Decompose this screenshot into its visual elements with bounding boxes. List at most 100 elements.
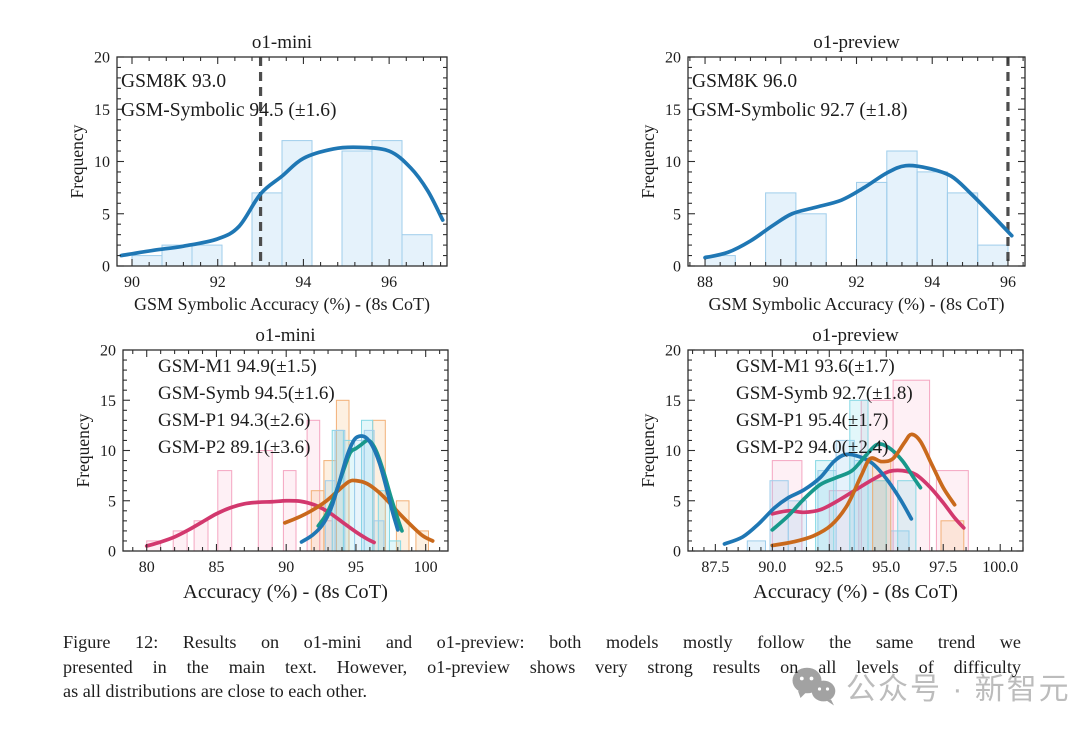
hist-bar-GSM-Symbolic	[916, 171, 948, 267]
hist-bar-GSM-Symbolic	[131, 255, 163, 267]
x-tick-label: 90	[124, 274, 140, 291]
x-axis-label: GSM Symbolic Accuracy (%) - (8s CoT)	[134, 294, 430, 315]
y-tick-label: 5	[673, 493, 681, 510]
y-tick-label: 10	[665, 443, 681, 460]
y-tick-label: 5	[108, 493, 116, 510]
legend-entry: GSM-P1 95.4(±1.7)	[736, 410, 888, 431]
y-tick-label: 15	[94, 102, 110, 119]
chart-title: o1-preview	[813, 32, 900, 53]
y-tick-label: 10	[94, 154, 110, 171]
y-tick-label: 5	[102, 206, 110, 223]
x-tick-label: 92	[849, 274, 865, 291]
hist-bar-GSM-Symbolic	[281, 140, 313, 267]
legend-entry: GSM-Symb 94.5(±1.6)	[158, 383, 335, 404]
chart-top-right-o1-preview-gsm-symbolic: 88 90 92 94 96 0 5 10 15 20 o1-preview GSM Symbolic…	[638, 32, 1026, 315]
x-tick-label: 95	[348, 559, 364, 576]
caption-line-3: as all distributions are close to each o…	[63, 681, 368, 702]
watermark-text: 公众号 · 新智元	[846, 673, 1071, 706]
legend-entry: GSM-M1 93.6(±1.7)	[736, 356, 895, 377]
hist-bar-GSM-Symb	[769, 480, 789, 552]
y-tick-label: 10	[100, 443, 116, 460]
legend-entry: GSM-P2 89.1(±3.6)	[158, 437, 310, 458]
y-tick-label: 20	[665, 50, 681, 67]
watermark: 公众号 · 新智元	[791, 664, 1071, 708]
x-tick-label: 80	[139, 559, 155, 576]
y-axis-label: Frequency	[638, 413, 658, 487]
x-tick-label: 88	[697, 274, 713, 291]
hist-bar-GSM-Symbolic	[371, 140, 403, 267]
legend-entry: GSM-Symb 92.7(±1.8)	[736, 383, 913, 404]
x-tick-label: 95.0	[872, 559, 900, 576]
kde-curve-GSM-P2	[770, 468, 966, 530]
y-tick-label: 5	[673, 206, 681, 223]
hist-bar-GSM-P2	[282, 470, 297, 552]
chart-bottom-right-o1-preview-all-levels: 87.5 90.0 92.5 95.0 97.5 100.0 0 5 10 15 20 o1-prev…	[638, 325, 1024, 603]
y-tick-label: 20	[94, 50, 110, 67]
chart-title: o1-preview	[812, 325, 899, 346]
y-axis-label: Frequency	[638, 124, 658, 198]
chart-title: o1-mini	[252, 32, 312, 53]
chart-bottom-left-o1-mini-all-levels: 80 85 90 95 100 0 5 10 15 20 o1-mini Accuracy (%) -…	[73, 325, 449, 603]
kde-curve-GSM-P1	[282, 478, 435, 543]
y-tick-label: 15	[665, 393, 681, 410]
kde-curve-GSM-Symb	[299, 434, 400, 544]
x-tick-label: 92.5	[815, 559, 843, 576]
legend-entry: GSM-Symbolic 92.7 (±1.8)	[692, 100, 907, 121]
x-tick-label: 97.5	[929, 559, 957, 576]
hist-bar-GSM-M1	[897, 480, 917, 552]
y-tick-label: 0	[673, 544, 681, 561]
kde-curve-GSM-P2	[144, 498, 376, 548]
legend-entry: GSM-P1 94.3(±2.6)	[158, 410, 310, 431]
x-tick-label: 100	[414, 559, 438, 576]
legend-entry: GSM-Symbolic 94.5 (±1.6)	[121, 100, 336, 121]
y-tick-label: 0	[673, 259, 681, 276]
hist-bar-GSM-Symbolic	[946, 192, 979, 267]
hist-bar-GSM-Symbolic	[795, 213, 827, 267]
y-tick-label: 20	[665, 343, 681, 360]
y-tick-label: 0	[108, 544, 116, 561]
caption-line-1: Figure 12: Results on o1-mini and o1-pre…	[63, 632, 1021, 652]
x-axis-label: GSM Symbolic Accuracy (%) - (8s CoT)	[709, 294, 1005, 315]
y-axis-label: Frequency	[67, 124, 87, 198]
legend-entry: GSM8K 96.0	[692, 71, 797, 92]
x-axis-label: Accuracy (%) - (8s CoT)	[183, 581, 388, 603]
x-tick-label: 90.0	[758, 559, 786, 576]
x-axis-label: Accuracy (%) - (8s CoT)	[753, 581, 958, 603]
legend-entry: GSM-P2 94.0(±2.4)	[736, 437, 888, 458]
y-tick-label: 0	[102, 259, 110, 276]
kde-curve-GSM-Symb	[722, 452, 914, 546]
y-axis-label: Frequency	[73, 413, 93, 487]
hist-bar-GSM-Symb	[373, 520, 385, 552]
hist-bar-GSM-Symbolic	[251, 192, 283, 267]
legend-entry: GSM-M1 94.9(±1.5)	[158, 356, 317, 377]
caption-line-2: presented in the main text. However, o1-…	[63, 656, 1021, 677]
x-tick-label: 85	[208, 559, 224, 576]
x-tick-label: 100.0	[982, 559, 1018, 576]
kde-curve-GSM-Symbolic	[119, 145, 445, 258]
x-tick-label: 90	[278, 559, 294, 576]
kde-curve-GSM-P1	[770, 432, 957, 548]
y-tick-label: 20	[100, 343, 116, 360]
hist-bar-GSM-Symbolic	[341, 150, 373, 267]
y-tick-label: 15	[100, 393, 116, 410]
x-tick-label: 90	[773, 274, 789, 291]
kde-curve-GSM-M1	[770, 442, 923, 532]
x-tick-label: 96	[1000, 274, 1016, 291]
hist-bar-GSM-M1	[388, 540, 402, 552]
kde-curve-GSM-Symbolic	[703, 163, 1014, 260]
legend-entry: GSM8K 93.0	[121, 71, 226, 92]
y-tick-label: 15	[665, 102, 681, 119]
hist-bar-GSM-Symbolic	[401, 234, 433, 267]
hist-bar-GSM-Symbolic	[856, 181, 888, 267]
chart-title: o1-mini	[255, 325, 315, 346]
wechat-icon	[791, 666, 837, 707]
x-tick-label: 94	[295, 274, 311, 291]
x-tick-label: 92	[210, 274, 226, 291]
y-tick-label: 10	[665, 154, 681, 171]
x-tick-label: 87.5	[701, 559, 729, 576]
chart-top-left-o1-mini-gsm-symbolic: 90 92 94 96 0 5 10 15 20 o1-mini GSM Symbolic Accu…	[67, 32, 448, 315]
x-tick-label: 96	[381, 274, 397, 291]
x-tick-label: 94	[924, 274, 940, 291]
figure-caption: Figure 12: Results on o1-mini and o1-pre…	[63, 630, 1021, 704]
